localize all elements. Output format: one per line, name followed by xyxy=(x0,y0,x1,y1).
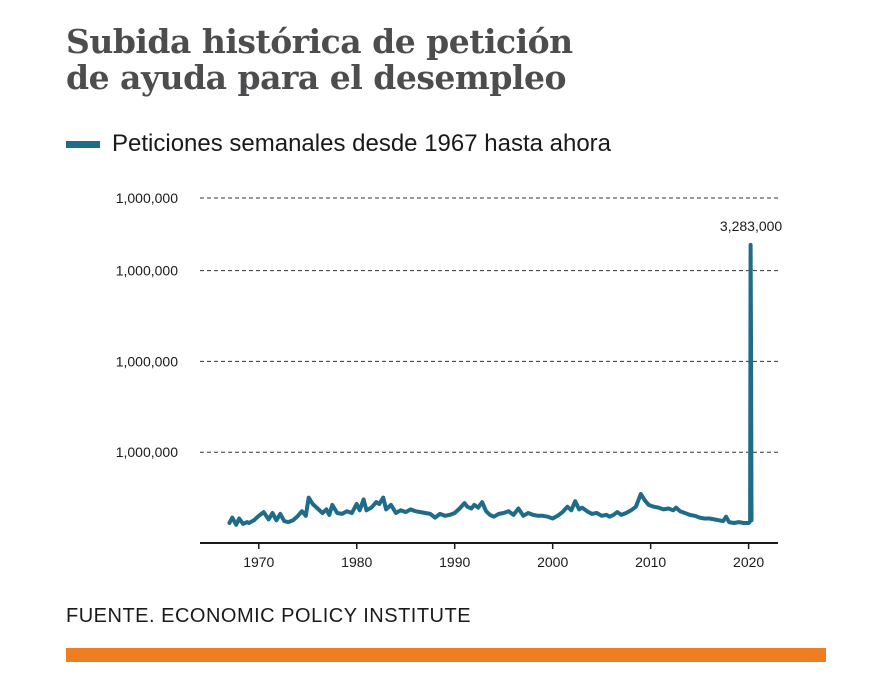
chart-title: Subida histórica de petición de ayuda pa… xyxy=(66,24,786,96)
peak-annotation-label: 3,283,000 xyxy=(720,218,782,234)
y-tick-label: 1,000,000 xyxy=(116,190,178,206)
y-tick-label: 1,000,000 xyxy=(116,444,178,460)
series-line xyxy=(227,242,754,527)
chart-title-line2: de ayuda para el desempleo xyxy=(66,58,566,97)
x-tick-label: 1970 xyxy=(243,554,274,570)
x-tick-label: 1980 xyxy=(341,554,372,570)
x-tick-label: 2000 xyxy=(537,554,568,570)
chart-title-line1: Subida histórica de petición xyxy=(66,22,573,61)
x-tick-label: 1990 xyxy=(439,554,470,570)
line-chart: 1,000,000 1,000,000 1,000,000 1,000,000 1970… xyxy=(116,190,783,570)
source-note: FUENTE. ECONOMIC POLICY INSTITUTE xyxy=(66,605,472,627)
x-tick-label: 2020 xyxy=(733,554,764,570)
y-tick-label: 1,000,000 xyxy=(116,263,178,279)
x-tick-label: 2010 xyxy=(635,554,666,570)
legend-swatch xyxy=(66,140,100,148)
legend-label: Peticiones semanales desde 1967 hasta ah… xyxy=(112,130,612,157)
footer-accent-bar xyxy=(66,648,826,662)
y-tick-label: 1,000,000 xyxy=(116,353,178,369)
legend: Peticiones semanales desde 1967 hasta ah… xyxy=(66,130,611,158)
